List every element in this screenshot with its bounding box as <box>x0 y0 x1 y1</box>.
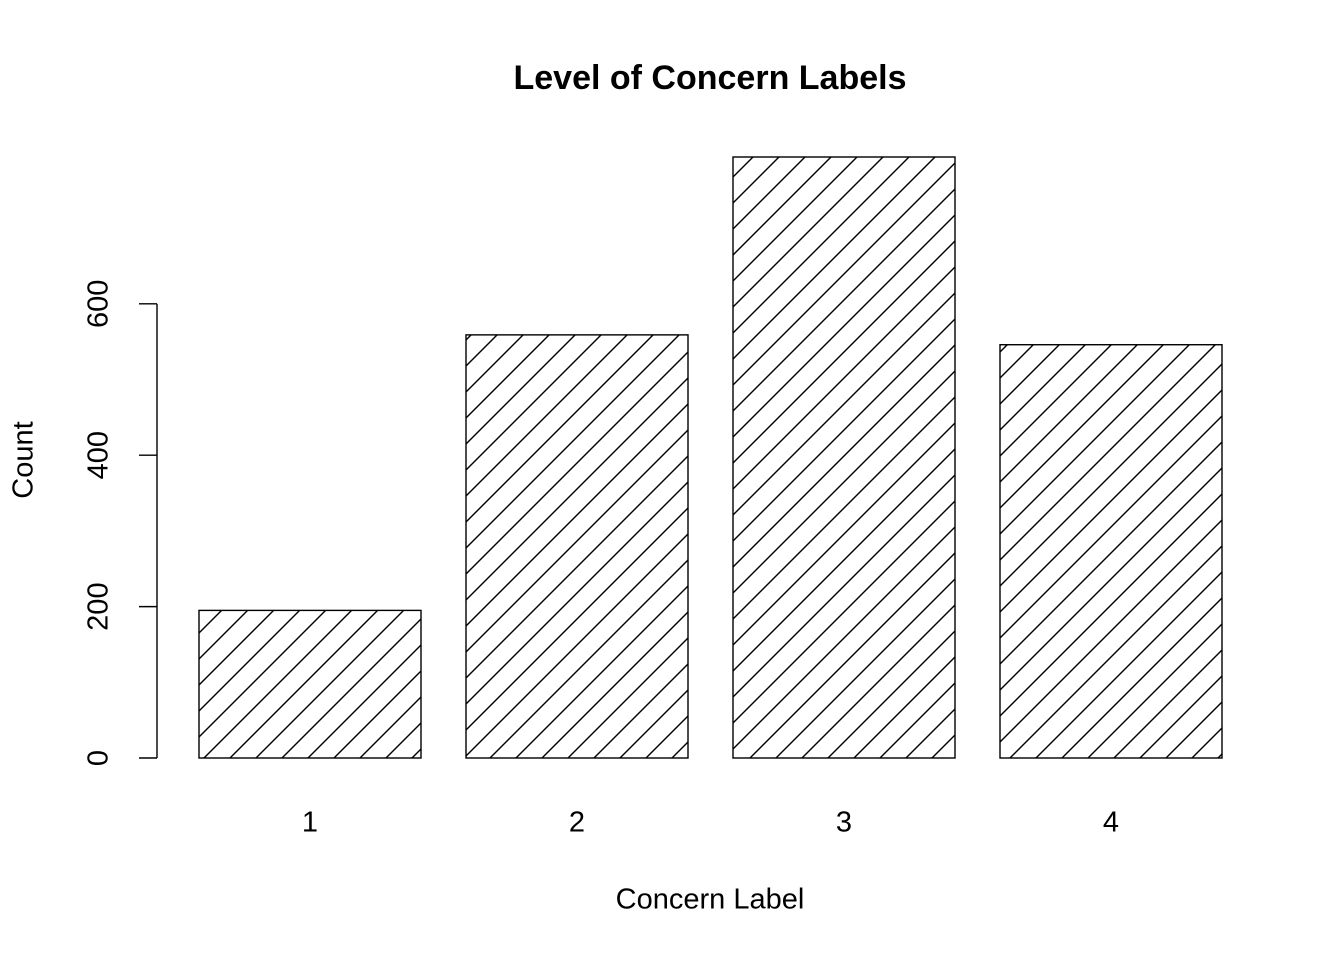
y-axis-label: Count <box>8 421 40 498</box>
chart-title: Level of Concern Labels <box>514 59 907 97</box>
bar-hatch <box>465 334 689 759</box>
x-tick-label: 1 <box>302 807 318 839</box>
y-tick-label: 600 <box>83 280 115 328</box>
bar-hatch <box>198 609 422 759</box>
bar-hatch <box>999 344 1223 759</box>
x-tick-label: 3 <box>836 807 852 839</box>
y-tick-label: 200 <box>83 582 115 630</box>
x-tick-label: 4 <box>1103 807 1119 839</box>
bar-hatch <box>732 156 956 759</box>
x-tick-label: 2 <box>569 807 585 839</box>
y-tick-label: 0 <box>83 750 115 766</box>
y-tick-label: 400 <box>83 431 115 479</box>
x-axis-label: Concern Label <box>616 884 805 916</box>
